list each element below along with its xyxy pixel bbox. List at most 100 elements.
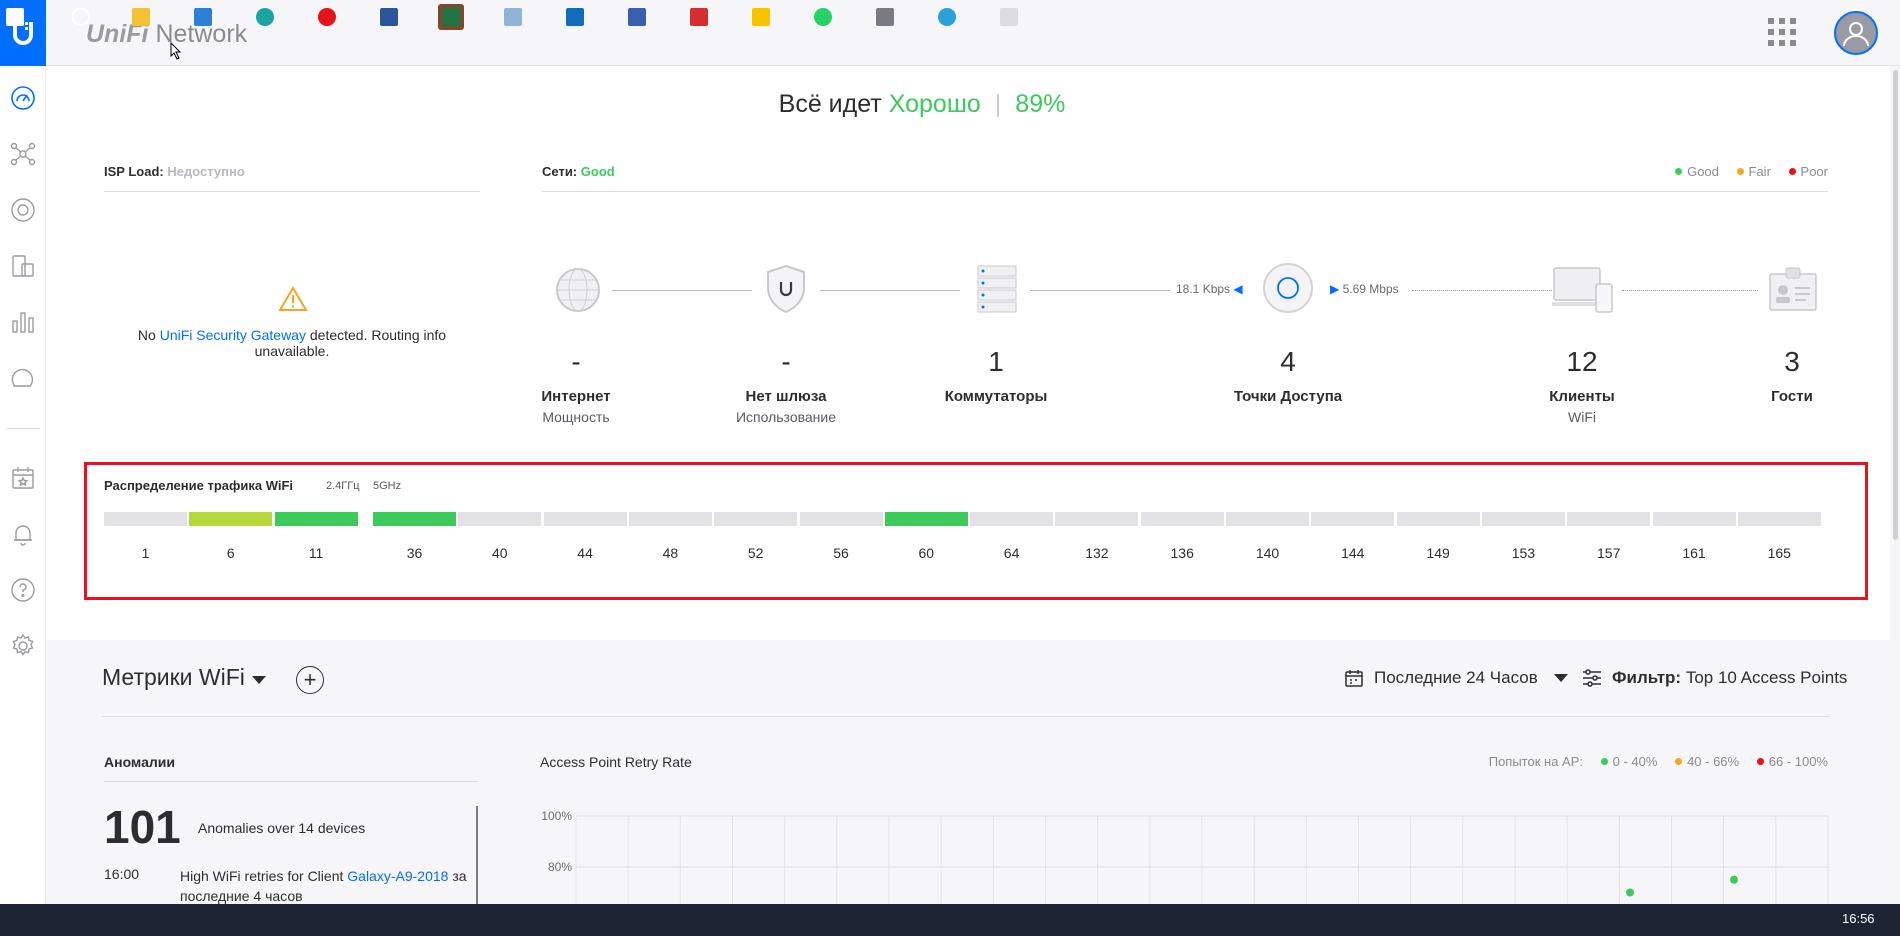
- node-gateway-count: -: [781, 346, 791, 377]
- channel-bar-5-136[interactable]: [1140, 512, 1224, 526]
- channel-bar-24-6[interactable]: [189, 512, 273, 526]
- status-prefix: Всё идет: [778, 90, 882, 118]
- alerts-bell-icon[interactable]: [0, 514, 46, 554]
- devices-circle-icon[interactable]: [0, 190, 46, 230]
- telegram-icon[interactable]: [934, 4, 960, 30]
- filter-selector[interactable]: Фильтр: Top 10 Access Points: [1582, 668, 1847, 688]
- whatsapp-icon[interactable]: [810, 4, 836, 30]
- node-switches[interactable]: 1 Коммутаторы: [926, 346, 1066, 405]
- node-access-points[interactable]: 4 Точки Доступа: [1218, 346, 1358, 405]
- anomaly-client-link[interactable]: Galaxy-A9-2018: [347, 868, 449, 884]
- retry-legend-high: 66 - 100%: [1756, 754, 1828, 769]
- warning-triangle-icon: [278, 286, 308, 311]
- file-explorer-icon[interactable]: [128, 4, 154, 30]
- brand-title[interactable]: UniFi Network: [86, 20, 247, 49]
- node-gateway[interactable]: - Нет шлюза Использование: [716, 346, 856, 425]
- edge-icon[interactable]: [252, 4, 278, 30]
- search-icon[interactable]: [68, 4, 94, 30]
- channel-label-64: 64: [1003, 545, 1020, 561]
- clients-devices-icon[interactable]: [0, 246, 46, 286]
- retry-chart-title: Access Point Retry Rate: [540, 754, 692, 770]
- retry-legend-low: 0 - 40%: [1600, 754, 1657, 769]
- channel-bar-24-11[interactable]: [274, 512, 358, 526]
- anomalies-summary: Anomalies over 14 devices: [198, 820, 366, 836]
- period-selector[interactable]: Последние 24 Часов: [1344, 668, 1568, 688]
- dashboard-gauge-icon[interactable]: [0, 78, 46, 118]
- y-tick-label: 100%: [541, 809, 572, 823]
- channel-bar-5-64[interactable]: [970, 512, 1054, 526]
- channel-bar-5-60[interactable]: [884, 512, 968, 526]
- channel-bar-5-48[interactable]: [628, 512, 712, 526]
- node-guests-count: 3: [1784, 346, 1800, 377]
- word-icon[interactable]: [376, 4, 402, 30]
- period-label: Последние 24 Часов: [1374, 668, 1538, 687]
- channel-bar-5-44[interactable]: [543, 512, 627, 526]
- isp-load-label: ISP Load:: [104, 164, 164, 179]
- monitor-icon[interactable]: [624, 4, 650, 30]
- channel-bar-5-161[interactable]: [1652, 512, 1736, 526]
- channel-bar-5-165[interactable]: [1737, 512, 1821, 526]
- events-calendar-icon[interactable]: [0, 458, 46, 498]
- globe-icon: [556, 268, 600, 312]
- node-clients-label: Клиенты: [1549, 388, 1615, 405]
- channel-bar-5-132[interactable]: [1055, 512, 1139, 526]
- excel-icon[interactable]: [438, 4, 464, 30]
- channel-label-11: 11: [308, 545, 324, 561]
- node-internet[interactable]: - Интернет Мощность: [506, 346, 646, 425]
- channel-label-44: 44: [577, 545, 593, 561]
- statistics-bars-icon[interactable]: [0, 302, 46, 342]
- metrics-title[interactable]: Метрики WiFi: [102, 664, 245, 690]
- metrics-dropdown-caret-icon[interactable]: [252, 676, 266, 684]
- calculator-icon[interactable]: [872, 4, 898, 30]
- channel-bar-24-1[interactable]: [104, 512, 187, 526]
- channel-label-60: 60: [918, 545, 935, 561]
- wifi-metrics-section: [46, 640, 1890, 904]
- channel-label-52: 52: [747, 545, 764, 561]
- notepad-icon[interactable]: [500, 4, 526, 30]
- usg-link[interactable]: UniFi Security Gateway: [159, 327, 306, 343]
- metrics-divider: [102, 716, 1830, 717]
- settings-icon[interactable]: [996, 4, 1022, 30]
- outlook-card-icon[interactable]: [190, 4, 216, 30]
- yandex-browser-icon[interactable]: [314, 4, 340, 30]
- retry-point[interactable]: [1626, 888, 1634, 897]
- channel-bar-5-56[interactable]: [799, 512, 883, 526]
- add-widget-button[interactable]: +: [296, 666, 324, 694]
- scrollbar-thumb[interactable]: [1893, 70, 1898, 540]
- pdf-icon[interactable]: [686, 4, 712, 30]
- topology-map-icon[interactable]: [0, 134, 46, 174]
- channel-bar-5-36[interactable]: [373, 512, 456, 526]
- channel-bar-5-140[interactable]: [1226, 512, 1309, 526]
- band-24-label[interactable]: 2.4ГГц: [326, 480, 360, 492]
- puzzle-icon[interactable]: [748, 4, 774, 30]
- retry-point[interactable]: [1730, 875, 1738, 884]
- channel-bar-5-52[interactable]: [714, 512, 798, 526]
- retry-legend: Попыток на AP: 0 - 40% 40 - 66% 66 - 100…: [1475, 754, 1828, 769]
- user-avatar-icon[interactable]: [1834, 11, 1878, 55]
- band-5-label[interactable]: 5GHz: [373, 480, 402, 492]
- upload-speed: ▶ 5.69 Mbps: [1330, 282, 1399, 296]
- insights-circle-icon[interactable]: [0, 358, 46, 398]
- gateway-shield-icon: [767, 264, 805, 314]
- taskbar-clock[interactable]: 16:56: [1842, 911, 1875, 926]
- node-switches-count: 1: [988, 346, 1004, 377]
- link-switch-ap: [1030, 290, 1170, 291]
- node-clients[interactable]: 12 Клиенты WiFi: [1512, 346, 1652, 425]
- channel-bar-5-157[interactable]: [1567, 512, 1651, 526]
- channel-bar-5-40[interactable]: [458, 512, 542, 526]
- start-icon[interactable]: [2, 4, 28, 30]
- node-guests[interactable]: 3 Гости: [1722, 346, 1862, 405]
- no-gateway-message: No UniFi Security Gateway detected. Rout…: [104, 327, 480, 359]
- settings-gear-icon[interactable]: [0, 626, 46, 666]
- channel-bar-5-149[interactable]: [1396, 512, 1480, 526]
- help-question-icon[interactable]: [0, 570, 46, 610]
- windows-taskbar: [0, 904, 1900, 936]
- outlook-icon[interactable]: [562, 4, 588, 30]
- apps-grid-icon[interactable]: [1768, 18, 1796, 46]
- legend-good: Good: [1675, 164, 1719, 179]
- channel-label-161: 161: [1682, 545, 1706, 561]
- channel-bar-5-153[interactable]: [1481, 512, 1565, 526]
- channel-label-149: 149: [1426, 545, 1450, 561]
- channel-label-136: 136: [1170, 545, 1194, 561]
- channel-bar-5-144[interactable]: [1311, 512, 1395, 526]
